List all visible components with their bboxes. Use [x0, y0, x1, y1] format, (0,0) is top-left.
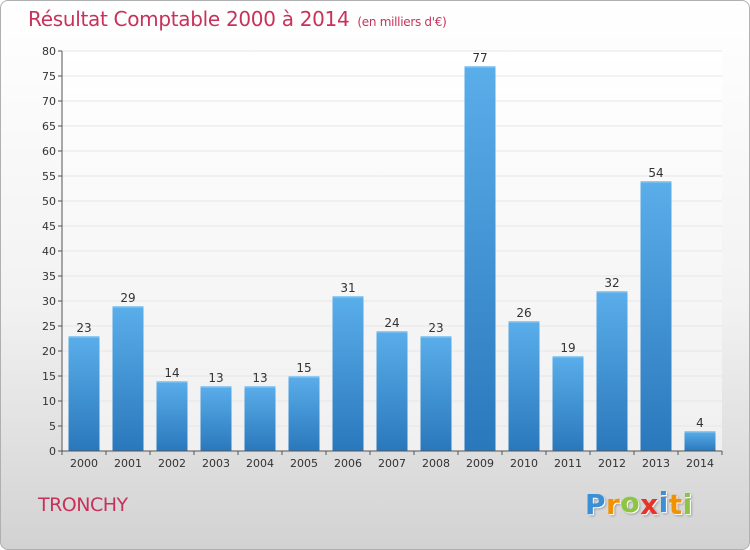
bar-value-label: 15 — [296, 361, 311, 375]
bar-value-label: 19 — [560, 341, 575, 355]
bar-value-label: 26 — [516, 306, 531, 320]
bar-highlight — [68, 336, 100, 338]
bar-value-label: 54 — [648, 166, 663, 180]
bar-2012 — [596, 291, 628, 451]
bar-highlight — [596, 291, 628, 293]
x-tick-label: 2009 — [466, 457, 494, 470]
bar-value-label: 13 — [252, 371, 267, 385]
proxiti-logo: Proxiti — [585, 486, 693, 521]
bar-value-label: 4 — [696, 416, 704, 430]
bar-2003 — [200, 386, 232, 451]
bar-2001 — [112, 306, 144, 451]
y-tick-label: 5 — [49, 420, 56, 433]
bar-value-label: 32 — [604, 276, 619, 290]
y-tick-label: 25 — [42, 320, 56, 333]
labels: 0 5 10 15 20 25 30 35 40 45 50 55 60 65 70 75 80 23 2000 29… — [42, 45, 714, 470]
bar-value-label: 23 — [76, 321, 91, 335]
bar-highlight — [508, 321, 540, 323]
logo-letter: P — [585, 488, 607, 521]
bar-2014 — [684, 431, 716, 451]
x-tick-label: 2002 — [158, 457, 186, 470]
bar-2013 — [640, 181, 672, 451]
y-tick-label: 55 — [42, 170, 56, 183]
bar-2008 — [420, 336, 452, 451]
y-tick-label: 40 — [42, 245, 56, 258]
y-tick-label: 45 — [42, 220, 56, 233]
bar-highlight — [552, 356, 584, 358]
x-tick-label: 2006 — [334, 457, 362, 470]
x-tick-label: 2005 — [290, 457, 318, 470]
x-tick-label: 2007 — [378, 457, 406, 470]
x-tick-label: 2013 — [642, 457, 670, 470]
bar-2006 — [332, 296, 364, 451]
x-tick-label: 2000 — [70, 457, 98, 470]
bar-2010 — [508, 321, 540, 451]
bar-value-label: 29 — [120, 291, 135, 305]
chart-title: Résultat Comptable 2000 à 2014 (en millie… — [28, 7, 447, 31]
bar-value-label: 14 — [164, 366, 179, 380]
logo-letter: o — [620, 486, 641, 519]
bar-highlight — [332, 296, 364, 298]
x-tick-label: 2011 — [554, 457, 582, 470]
bar-value-label: 77 — [472, 51, 487, 65]
y-tick-label: 20 — [42, 345, 56, 358]
logo-letter: i — [682, 488, 693, 521]
y-tick-label: 30 — [42, 295, 56, 308]
logo-letter: i — [658, 486, 669, 519]
x-tick-label: 2014 — [686, 457, 714, 470]
bar-highlight — [244, 386, 276, 388]
y-tick-label: 10 — [42, 395, 56, 408]
y-tick-label: 50 — [42, 195, 56, 208]
bar-value-label: 24 — [384, 316, 399, 330]
bar-highlight — [464, 66, 496, 68]
logo-letter: r — [606, 488, 621, 521]
bar-value-label: 23 — [428, 321, 443, 335]
y-tick-label: 35 — [42, 270, 56, 283]
bar-2009 — [464, 66, 496, 451]
bar-2002 — [156, 381, 188, 451]
chart-subtitle: (en milliers d'€) — [357, 15, 447, 29]
bar-highlight — [156, 381, 188, 383]
bar-value-label: 31 — [340, 281, 355, 295]
bar-2004 — [244, 386, 276, 451]
y-tick-label: 0 — [49, 445, 56, 458]
chart-title-main: Résultat Comptable 2000 à 2014 — [28, 7, 350, 31]
y-tick-label: 65 — [42, 120, 56, 133]
bar-highlight — [200, 386, 232, 388]
bars — [68, 66, 716, 451]
y-tick-label: 80 — [42, 45, 56, 58]
x-tick-label: 2004 — [246, 457, 274, 470]
bar-2000 — [68, 336, 100, 451]
y-tick-label: 60 — [42, 145, 56, 158]
bar-highlight — [684, 431, 716, 433]
x-tick-label: 2008 — [422, 457, 450, 470]
bar-highlight — [640, 181, 672, 183]
place-name: TRONCHY — [38, 494, 128, 516]
bar-highlight — [420, 336, 452, 338]
bar-2007 — [376, 331, 408, 451]
logo-letter: x — [640, 488, 659, 521]
bar-highlight — [376, 331, 408, 333]
x-tick-label: 2012 — [598, 457, 626, 470]
y-tick-label: 15 — [42, 370, 56, 383]
bar-2005 — [288, 376, 320, 451]
y-tick-label: 75 — [42, 70, 56, 83]
bar-2011 — [552, 356, 584, 451]
axes — [58, 50, 723, 455]
bar-highlight — [112, 306, 144, 308]
x-tick-label: 2010 — [510, 457, 538, 470]
x-tick-label: 2003 — [202, 457, 230, 470]
x-tick-label: 2001 — [114, 457, 142, 470]
bar-value-label: 13 — [208, 371, 223, 385]
y-tick-label: 70 — [42, 95, 56, 108]
logo-letter: t — [668, 488, 683, 521]
bar-highlight — [288, 376, 320, 378]
